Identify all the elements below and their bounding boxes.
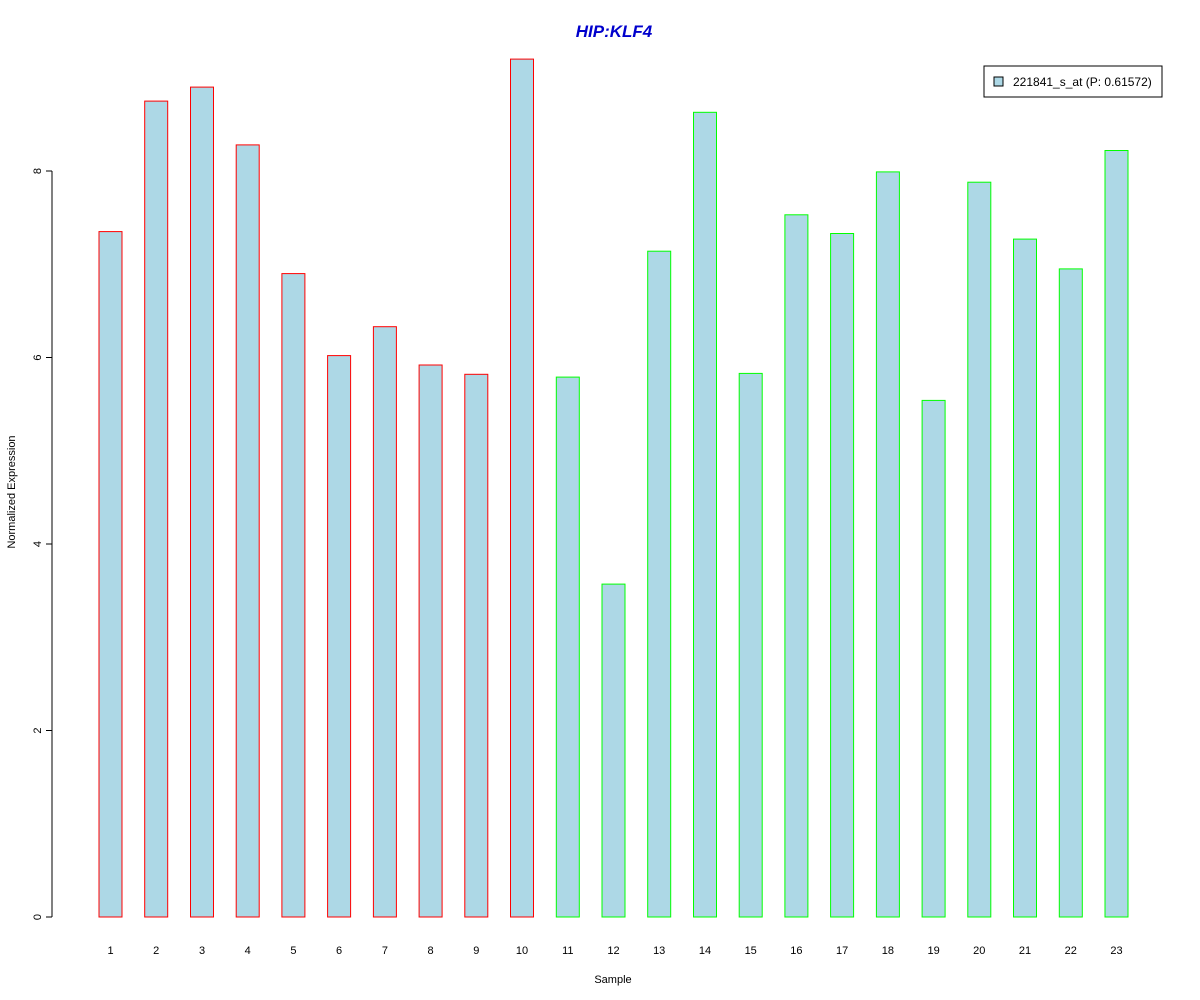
legend-label: 221841_s_at (P: 0.61572) (1013, 75, 1152, 89)
x-tick-label: 11 (562, 945, 573, 957)
x-tick-label: 5 (290, 945, 296, 957)
bar-sample-6 (327, 355, 352, 918)
bar-sample-14 (693, 111, 717, 918)
bar-sample-22 (1058, 268, 1083, 918)
x-tick-label: 21 (1019, 945, 1031, 957)
x-tick-label: 20 (973, 945, 985, 957)
bar-sample-18 (875, 171, 900, 918)
bar-sample-16 (784, 214, 809, 918)
bar-sample-11 (555, 376, 580, 918)
bar-sample-15 (738, 372, 763, 918)
bar-sample-17 (830, 233, 855, 918)
legend-swatch (993, 76, 1004, 87)
bar-sample-19 (921, 399, 946, 918)
x-tick-label: 3 (199, 945, 205, 957)
bar-sample-10 (510, 58, 534, 918)
y-axis: 0 2 4 6 8 (32, 168, 53, 920)
x-tick-label: 13 (653, 945, 665, 957)
bar-sample-9 (464, 373, 489, 918)
x-tick-label: 22 (1065, 945, 1077, 957)
y-axis-label: Normalized Expression (6, 435, 18, 548)
y-tick-label: 6 (32, 354, 44, 360)
x-tick-label: 12 (607, 945, 619, 957)
x-tick-label: 7 (382, 945, 388, 957)
x-tick-label: 14 (699, 945, 711, 957)
y-tick-label: 2 (32, 727, 44, 733)
bar-sample-13 (647, 250, 672, 918)
bar-sample-4 (235, 144, 260, 918)
legend: 221841_s_at (P: 0.61572) (983, 65, 1163, 98)
bar-sample-12 (601, 583, 626, 918)
bar-sample-21 (1013, 238, 1037, 918)
x-tick-label: 2 (153, 945, 159, 957)
x-tick-label: 1 (107, 945, 113, 957)
bar-sample-8 (418, 364, 443, 918)
x-tick-label: 16 (790, 945, 802, 957)
x-axis-label: Sample (594, 974, 631, 986)
y-tick-label: 4 (32, 541, 44, 547)
x-tick-label: 6 (336, 945, 342, 957)
x-tick-label: 23 (1110, 945, 1122, 957)
y-tick-label: 0 (32, 914, 44, 920)
x-tick-label: 19 (927, 945, 939, 957)
bar-sample-1 (98, 231, 123, 918)
x-tick-label: 18 (882, 945, 894, 957)
x-tick-label: 9 (473, 945, 479, 957)
bar-sample-7 (372, 326, 397, 918)
x-tick-label: 8 (428, 945, 434, 957)
legend-box (983, 65, 1163, 98)
x-tick-label: 15 (745, 945, 757, 957)
bar-sample-23 (1104, 150, 1129, 918)
bar-sample-3 (190, 86, 214, 918)
y-tick-label: 8 (32, 168, 44, 174)
bar-sample-2 (144, 100, 169, 918)
chart-title: HIP:KLF4 (576, 22, 653, 41)
x-axis-tick-labels: 1 2 3 4 5 6 7 8 9 10 11 12 13 14 15 16 17 18 19 20 21 22 23 (107, 945, 1122, 957)
bar-sample-20 (967, 181, 992, 918)
x-tick-label: 10 (516, 945, 528, 957)
x-tick-label: 4 (245, 945, 251, 957)
x-tick-label: 17 (836, 945, 848, 957)
bar-sample-5 (281, 273, 306, 918)
bar-series (98, 58, 1129, 918)
